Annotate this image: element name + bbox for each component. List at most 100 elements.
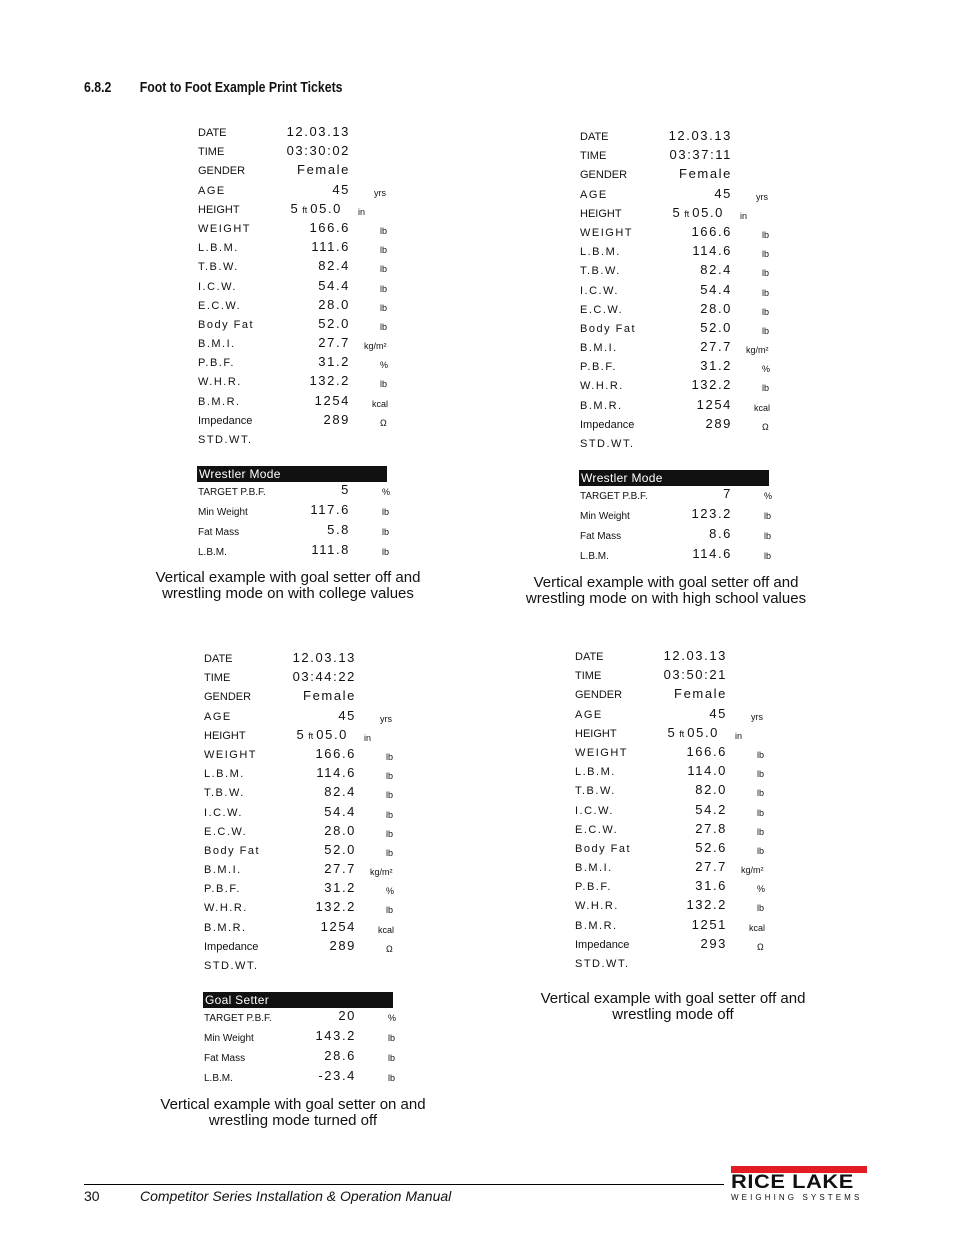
ticket-row: AGE 45 yrs [580,186,780,205]
ticket-value: 27.7 [695,859,727,875]
ticket-value: 12.03.13 [668,128,732,143]
ticket-unit: % [762,364,771,375]
ticket-label: Impedance [575,938,630,951]
ticket-label: P.B.F. [575,881,612,894]
goal-label: Fat Mass [198,527,240,539]
goal-row: Min Weight 143.2 lb [204,1028,404,1048]
ticket-label: DATE [198,127,227,139]
height-feet: 5 [667,724,677,740]
ticket-value: 54.2 [695,801,727,817]
ticket-row: AGE 45 yrs [204,708,404,727]
ticket-value: 5 ft 05.0 [296,727,348,742]
ticket-unit: lb [762,229,770,240]
goal-row: L.B.M. 114.6 lb [580,546,780,566]
ticket-unit: lb [757,807,765,818]
ticket-unit: lb [762,268,770,279]
ticket-value: 5 ft 05.0 [290,201,342,216]
ticket-unit: yrs [756,191,768,202]
ticket-label: HEIGHT [204,729,246,742]
ticket-value: 166.6 [315,745,356,761]
ticket-row: B.M.I. 27.7 kg/m² [204,861,404,880]
ticket-value: 31.6 [695,878,727,894]
ticket-unit: in [740,210,748,221]
ticket-row: WEIGHT 166.6 lb [198,220,398,239]
ticket-label: GENDER [198,165,246,178]
ticket-unit: in [735,730,743,741]
ticket-unit: lb [386,847,394,858]
ticket-label: E.C.W. [580,303,624,316]
ticket-row: T.B.W. 82.4 lb [204,784,404,803]
goal-unit: lb [764,531,772,542]
ticket-label: HEIGHT [198,203,240,216]
ticket-label: I.C.W. [580,284,619,297]
ticket-label: W.H.R. [204,902,248,915]
height-inches: 05.0 [692,204,724,220]
ticket-label: P.B.F. [204,883,241,896]
ticket-row: DATE 12.03.13 [580,128,780,147]
ticket-value: 82.4 [700,262,732,278]
ticket-value: 1254 [696,396,732,412]
ticket-unit: lb [762,287,770,298]
ticket-unit: Ω [386,943,393,954]
ticket-label: WEIGHT [198,222,251,235]
ticket-row: I.C.W. 54.4 lb [580,282,780,301]
ticket-label: I.C.W. [204,806,243,819]
ticket-value: 45 [338,707,356,723]
ticket-unit: % [386,886,395,897]
footer-rule [84,1184,724,1185]
height-feet: 5 [672,204,682,220]
goal-value: 28.6 [324,1048,356,1064]
ticket-label: Impedance [204,940,259,953]
ticket-label: AGE [204,710,232,723]
goal-value: 143.2 [315,1028,356,1044]
logo-tagline: WEIGHING SYSTEMS [731,1193,863,1202]
ticket-value: 289 [705,415,732,431]
goal-label: Fat Mass [204,1053,246,1065]
ticket-label: WEIGHT [580,226,633,239]
goal-row: Min Weight 123.2 lb [580,506,780,526]
goal-unit: % [388,1013,397,1024]
ticket-row: E.C.W. 27.8 lb [575,821,775,840]
ticket-unit: Ω [757,941,764,952]
ticket-row: Body Fat 52.6 lb [575,840,775,859]
ticket-value: 111.6 [311,239,350,255]
goal-label: TARGET P.B.F. [198,487,266,499]
ticket-value: 28.0 [324,822,356,838]
ticket-label: Body Fat [198,318,255,331]
ticket-unit: kg/m² [746,345,769,356]
ticket-row: L.B.M. 111.6 lb [198,239,398,258]
feet-unit: ft [302,204,308,215]
ticket-row: GENDER Female [198,162,398,181]
ticket-value: 132.2 [691,377,732,393]
ticket-row: B.M.R. 1254 kcal [204,919,404,938]
goal-label: Min Weight [198,507,248,519]
ticket-label: L.B.M. [575,766,616,779]
ticket-label: B.M.I. [580,342,618,355]
ticket-value: 166.6 [691,223,732,239]
ticket-unit: yrs [751,711,763,722]
ticket-row: AGE 45 yrs [575,706,775,725]
print-ticket: DATE 12.03.13 TIME 03:50:21 GENDER Female AGE 4… [575,648,775,974]
ticket-value: 54.4 [324,803,356,819]
ticket-label: STD.WT. [575,958,630,970]
ticket-label: STD.WT. [580,438,635,450]
goal-row: L.B.M. -23.4 lb [204,1068,404,1088]
ticket-value: 114.6 [692,243,732,259]
mode-header: Goal Setter [203,992,393,1009]
ticket-row: STD.WT. [198,431,398,450]
ticket-value: 114.0 [687,763,727,779]
ticket-label: I.C.W. [575,804,614,817]
ticket-row: P.B.F. 31.2% [580,358,780,377]
ticket-value: 03:44:22 [292,669,356,685]
ticket-value: 03:30:02 [286,143,350,159]
ticket-label: W.H.R. [575,900,619,913]
ticket-label: DATE [575,651,604,663]
goal-unit: lb [388,1033,396,1044]
ticket-row: TIME 03:30:02 [198,143,398,162]
goal-label: L.B.M. [580,551,609,563]
ticket-label: TIME [580,150,607,163]
ticket-caption: Vertical example with goal setter off an… [123,570,453,602]
ticket-value: 82.0 [695,782,727,798]
goal-value: 117.6 [310,502,350,518]
ticket-unit: lb [386,751,394,762]
